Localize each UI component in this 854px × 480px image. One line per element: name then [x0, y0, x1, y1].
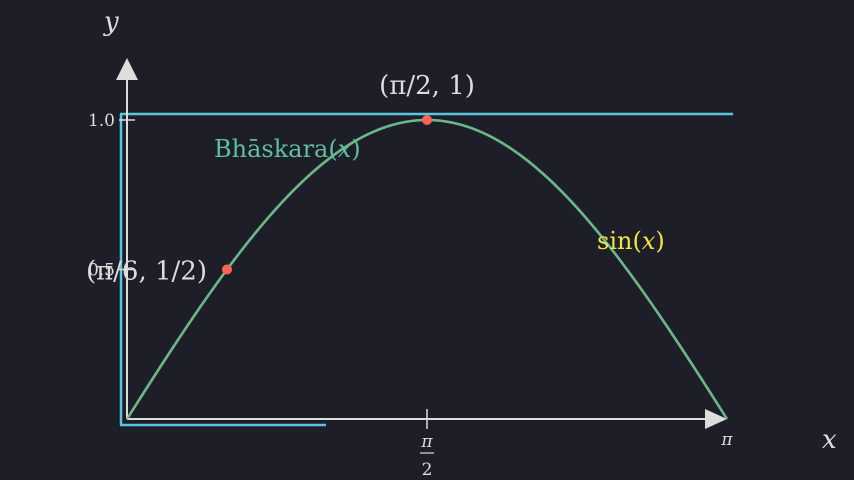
series-label-sin-close: )	[655, 227, 664, 255]
highlight-points: (π/6, 1/2) (π/2, 1)	[86, 71, 475, 287]
highlight-point-1	[422, 115, 433, 125]
x-tick-label-den-0: 2	[422, 460, 433, 480]
series-sin-line	[125, 118, 729, 420]
x-tick-label-num-0: π	[420, 432, 433, 452]
highlight-point-0	[222, 264, 233, 275]
series-label-sin-var: x	[642, 227, 656, 255]
y-axis-arrow-icon	[116, 58, 138, 80]
series-bhaskara-line	[125, 118, 729, 420]
axis-ticks: π 2 π 0.5 1.0	[88, 111, 733, 480]
highlight-point-label-0: (π/6, 1/2)	[86, 257, 207, 287]
series-label-sin-main: sin(	[597, 227, 642, 255]
x-axis-arrow-icon	[705, 409, 727, 429]
x-axis-label: x	[822, 425, 837, 455]
y-axis-label: y	[103, 7, 119, 37]
series-label-bhaskara: Bhāskara(x)	[214, 135, 361, 163]
highlight-point-label-1: (π/2, 1)	[379, 71, 475, 101]
series-label-bhaskara-main: Bhāskara(	[214, 135, 338, 163]
x-tick-label-1: π	[720, 430, 733, 450]
series-label-bhaskara-var: x	[338, 135, 352, 163]
series-label-bhaskara-close: )	[351, 135, 360, 163]
y-tick-label-1: 1.0	[88, 111, 115, 131]
series-label-sin: sin(x)	[597, 227, 665, 255]
y-tick-label-0: 0.5	[88, 261, 115, 281]
